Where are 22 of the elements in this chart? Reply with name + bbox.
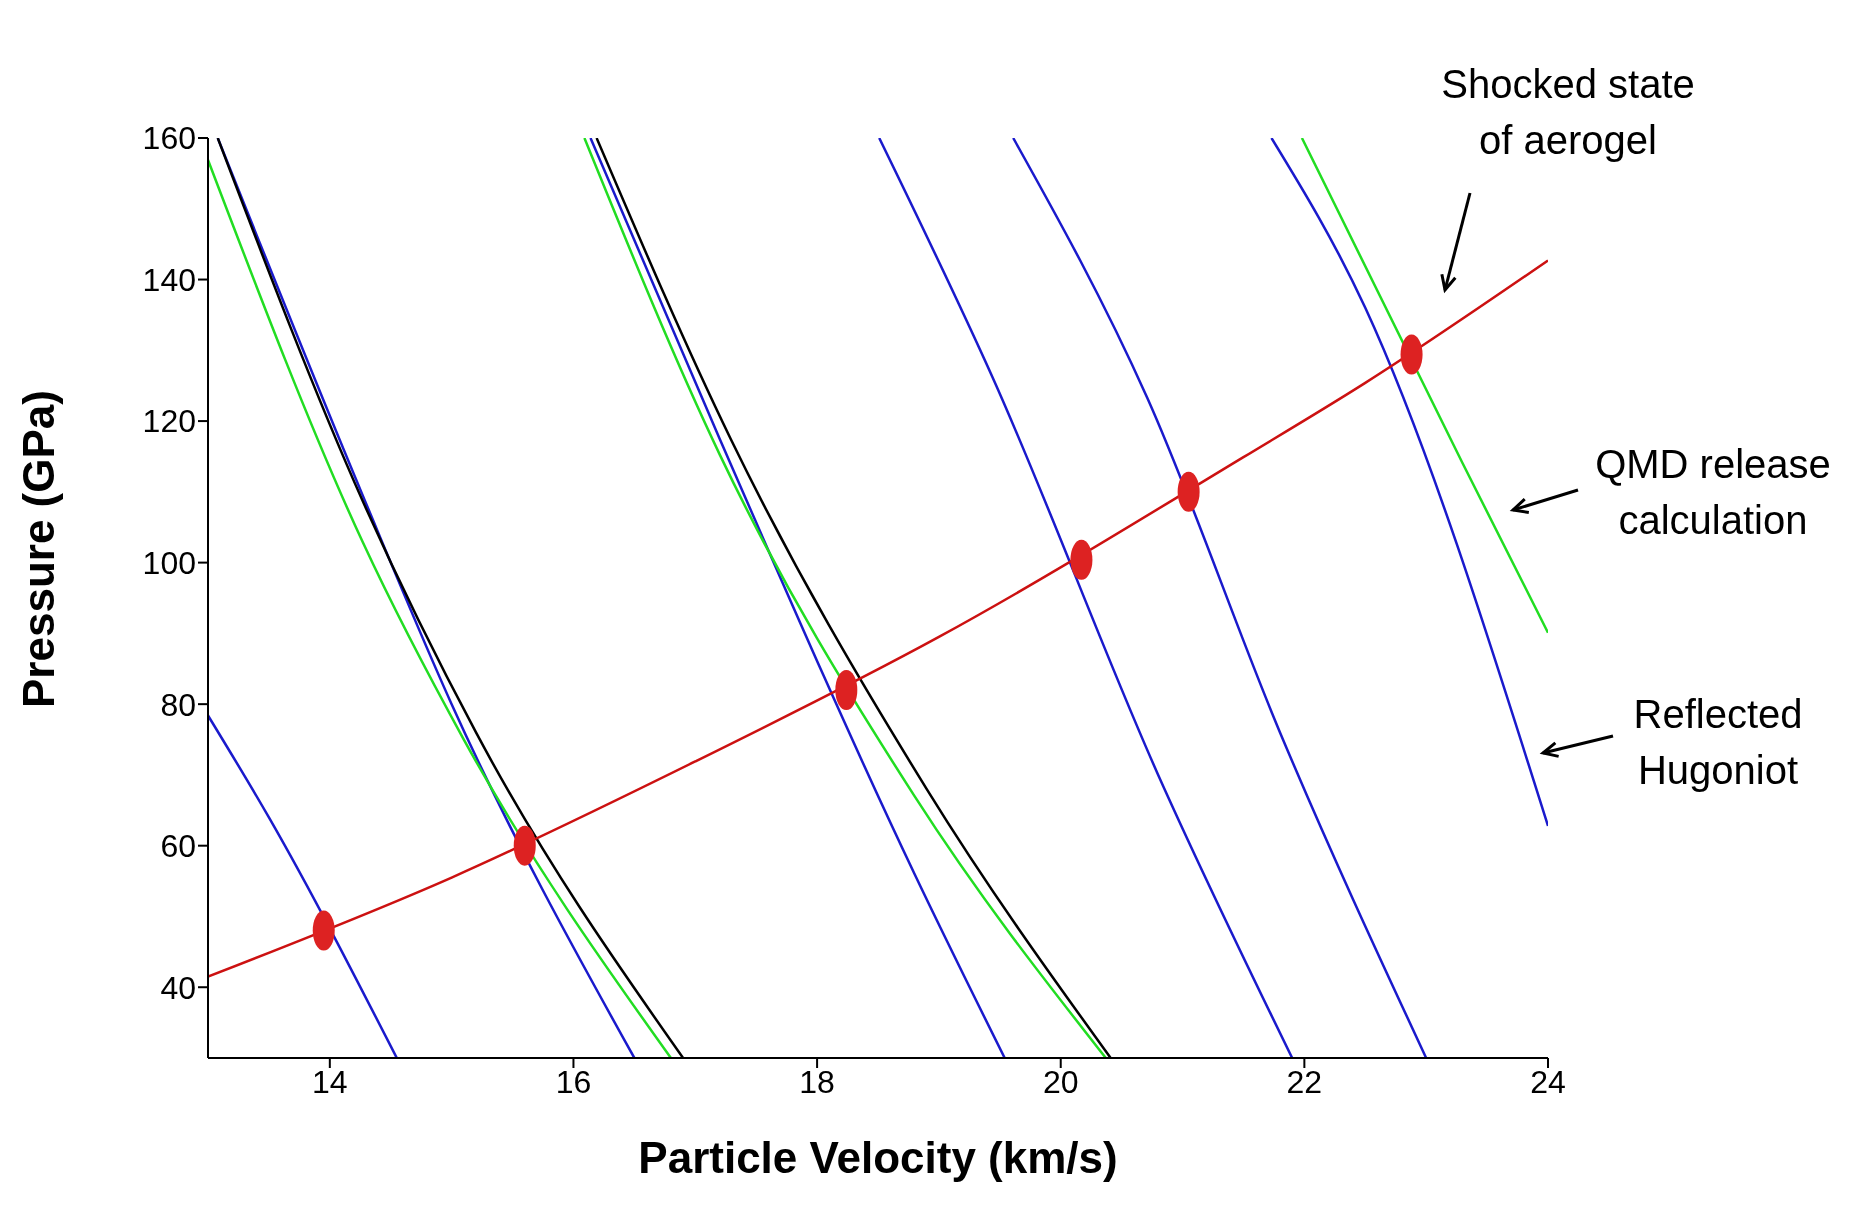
line-series: [589, 138, 1006, 1058]
text: Reflected Hugoniot: [1633, 692, 1803, 792]
text: QMD release calculation: [1595, 442, 1831, 542]
y-axis-title: Pressure (GPa): [13, 390, 63, 708]
line-series: [208, 259, 1548, 978]
x-tick-label: 14: [312, 1063, 348, 1100]
y-tick-label: 120: [142, 403, 196, 440]
y-tick-label: 100: [142, 544, 196, 581]
y-tick-label: 40: [160, 969, 196, 1006]
x-tick-label: 22: [1286, 1063, 1323, 1100]
x-tick-label: 20: [1042, 1063, 1079, 1100]
y-tick-label: 140: [142, 261, 196, 298]
x-tick-label: 16: [555, 1063, 592, 1100]
line-series: [877, 138, 1294, 1058]
x-axis-title: Particle Velocity (km/s): [638, 1133, 1118, 1182]
y-tick-label: 60: [160, 828, 196, 865]
annotation: Shocked state of aerogel: [1441, 62, 1695, 162]
x-tick-label: 18: [799, 1063, 835, 1100]
y-tick-label: 80: [160, 686, 196, 723]
y-tick-label: 160: [142, 120, 196, 157]
x-tick-label: 24: [1530, 1063, 1566, 1100]
line-series: [1011, 138, 1428, 1058]
